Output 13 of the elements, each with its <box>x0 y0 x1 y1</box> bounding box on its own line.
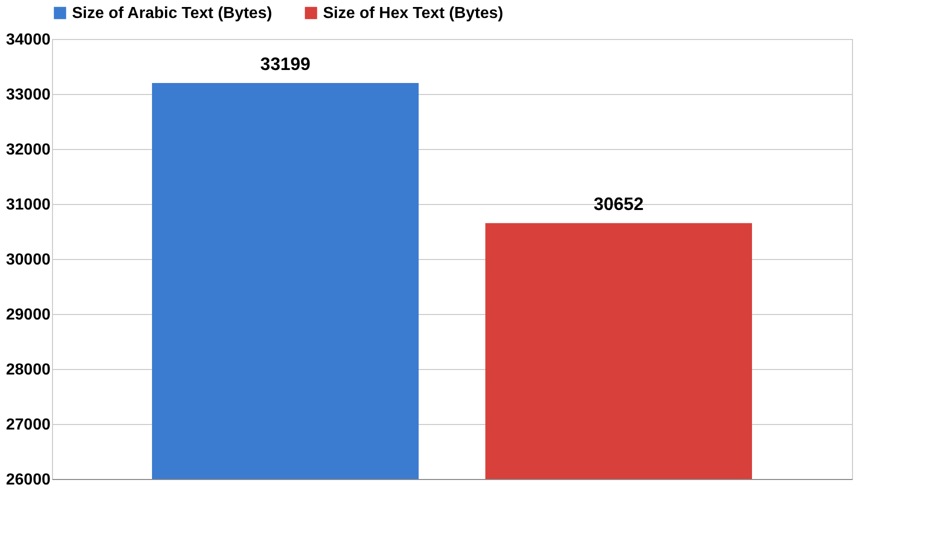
y-tick-label: 34000 <box>6 32 51 48</box>
y-tick-label: 29000 <box>6 306 51 324</box>
legend-label: Size of Arabic Text (Bytes) <box>72 5 272 22</box>
legend-label: Size of Hex Text (Bytes) <box>323 5 504 22</box>
y-tick-label: 26000 <box>6 472 51 488</box>
y-tick-label: 31000 <box>6 196 51 214</box>
data-label: 33199 <box>260 54 310 74</box>
y-tick-label: 33000 <box>6 86 51 104</box>
y-tick-label: 30000 <box>6 252 51 268</box>
y-tick-label: 27000 <box>6 416 51 434</box>
y-tick-label: 32000 <box>6 142 51 158</box>
data-label: 30652 <box>594 194 644 214</box>
y-tick-label: 28000 <box>6 362 51 378</box>
